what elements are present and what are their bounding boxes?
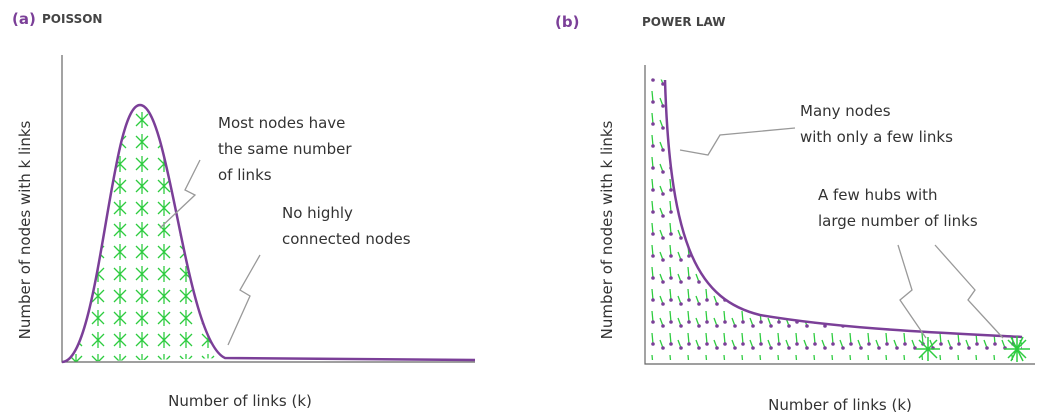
annotation: A few hubs with <box>818 186 938 204</box>
y-axis-label: Number of nodes with k links <box>598 120 616 339</box>
annotation: No highly <box>282 204 353 222</box>
arrow <box>680 128 795 155</box>
panel-label: (b) <box>555 13 579 31</box>
annotation: of links <box>218 166 272 184</box>
annotation: Many nodes <box>800 102 891 120</box>
arrow <box>228 255 260 345</box>
panel-title: POWER LAW <box>642 15 725 29</box>
figure: (a) POISSON Number of nodes with k links… <box>0 0 1048 416</box>
arrow <box>935 245 1003 338</box>
y-axis-label: Number of nodes with k links <box>16 120 34 339</box>
annotation: large number of links <box>818 212 978 230</box>
annotation: connected nodes <box>282 230 411 248</box>
annotation: Most nodes have <box>218 114 345 132</box>
hub <box>916 337 940 361</box>
x-axis-label: Number of links (k) <box>768 396 912 414</box>
x-axis-label: Number of links (k) <box>168 392 312 410</box>
panel-title: POISSON <box>42 12 102 26</box>
annotation: the same number <box>218 140 352 158</box>
panel-label: (a) <box>12 10 36 28</box>
annotation: with only a few links <box>800 128 953 146</box>
arrow <box>898 245 926 338</box>
